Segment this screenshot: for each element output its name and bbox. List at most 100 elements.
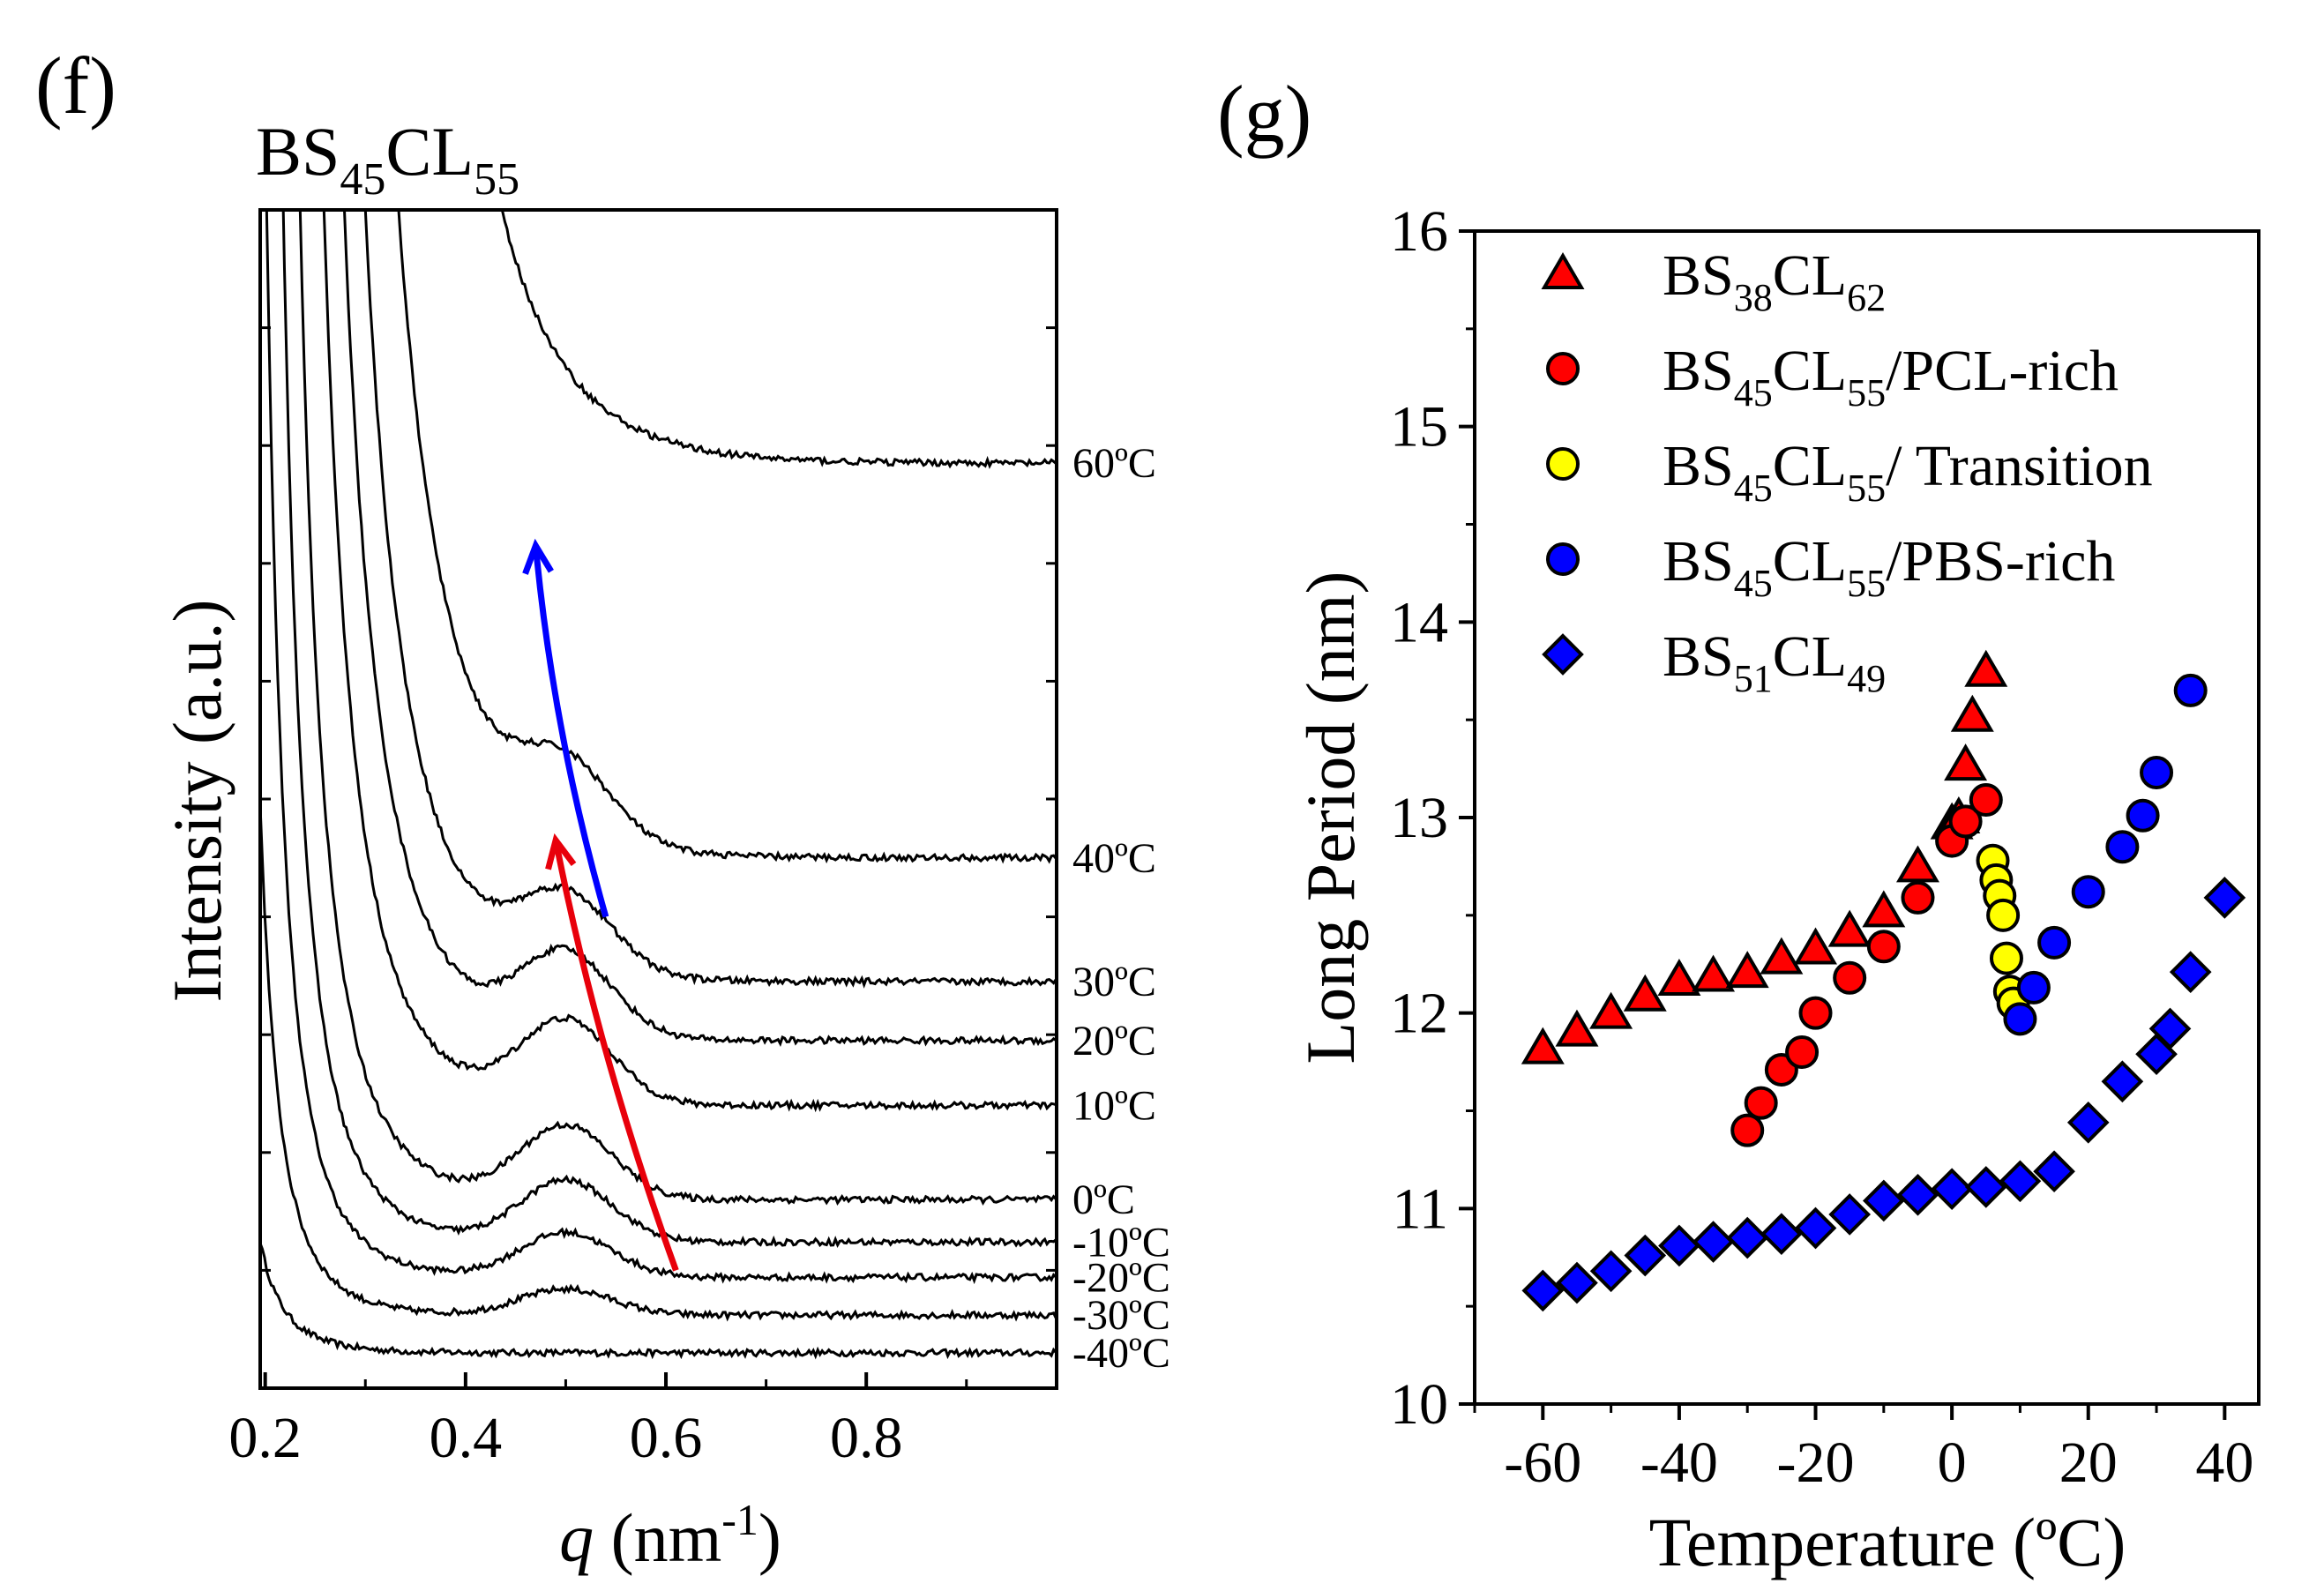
panel-g-point (2126, 798, 2160, 833)
panel-g-point (1521, 1027, 1565, 1064)
panel-f-curve (260, 805, 1057, 1322)
panel-g-point (1794, 1206, 1837, 1250)
panel-g-point (1760, 1213, 1803, 1255)
panel-g-ytick-label: 13 (1390, 786, 1448, 850)
panel-g-point (1944, 743, 1988, 781)
panel-g-xtick-label: -40 (1640, 1430, 1718, 1495)
panel-g-point (1730, 1113, 1765, 1147)
panel-f-title-part-b: CL (385, 113, 474, 190)
panel-f-arrows (522, 538, 679, 1272)
panel-g-point (1969, 783, 2003, 818)
panel-g-point (1555, 1009, 1599, 1047)
panel-f-curve (343, 210, 1057, 1047)
panel-g-ytick-label: 11 (1392, 1176, 1448, 1241)
panel-g-legend: BS38CL62 BS45CL55/PCL-rich BS45CL55/ Trans… (1541, 243, 2153, 700)
panel-g-point (1760, 937, 1804, 975)
panel-g-point (1827, 909, 1872, 947)
panel-g-legend-marker (1541, 252, 1585, 289)
panel-f-curve-label: -20ºC (1072, 1254, 1170, 1301)
panel-f-label: (f) (35, 41, 116, 131)
panel-g-point (1657, 959, 1701, 996)
panel-f-curve-label: -10ºC (1072, 1219, 1170, 1266)
panel-f-arrow-head (545, 833, 577, 870)
panel-g-point (2169, 951, 2212, 993)
panel-f-curve (281, 210, 1057, 1249)
panel-f-curves (260, 210, 1057, 1360)
panel-g-point (1833, 960, 1867, 995)
panel-g-point (2071, 875, 2105, 909)
panel-g-point (2003, 1002, 2037, 1036)
panel-g-legend-marker (1546, 447, 1580, 481)
panel-f-title-sub-a: 45 (340, 154, 385, 205)
panel-g-point (2033, 1150, 2075, 1193)
panel-g-point (1986, 898, 2021, 932)
panel-f-ylabel: Intensity (a.u.) (159, 599, 235, 1002)
panel-g-point (1794, 927, 1838, 965)
panel-f-xlabel-unit-exp: -1 (721, 1495, 758, 1544)
panel-g-xtick-label: -20 (1777, 1430, 1855, 1495)
panel-g-point (1521, 1269, 1565, 1312)
panel-g-point (2148, 1007, 2192, 1050)
panel-g-point (1744, 1086, 1778, 1120)
panel-g-point (1862, 1179, 1905, 1222)
panel-g-point (1589, 991, 1633, 1029)
panel-g-ytick-label: 10 (1390, 1372, 1448, 1437)
panel-f-curve (397, 210, 1057, 864)
panel-f-xlabel-symbol: q (559, 1499, 594, 1576)
panel-g-point (2203, 877, 2246, 919)
panel-g-point (1950, 694, 1994, 732)
panel-g-point (1989, 941, 2023, 975)
panel-g-point (2037, 925, 2072, 960)
panel-g-point (1999, 1160, 2042, 1203)
panel-f-curve-label: 0ºC (1072, 1176, 1135, 1223)
panel-g-legend-label: BS45CL55/PBS-rich (1663, 529, 2115, 605)
panel-g-ytick-label: 12 (1390, 982, 1448, 1046)
panel-g-point (2101, 1060, 2144, 1103)
panel-g-point (1798, 996, 1833, 1030)
panel-g-point (1692, 954, 1736, 992)
panel-f-curve (298, 210, 1057, 1206)
panel-g-point (2140, 756, 2174, 790)
panel-f-title: BS45CL55 (256, 113, 519, 205)
panel-f-curve-label: -40ºC (1072, 1330, 1170, 1377)
panel-g-point (1658, 1224, 1700, 1267)
panel-g-xtick-label: 40 (2195, 1430, 2253, 1495)
panel-f-curve-label: 10ºC (1072, 1082, 1156, 1129)
panel-f-curve (265, 210, 1057, 1285)
panel-g-label: (g) (1217, 69, 1311, 159)
panel-f-curve-label: 60ºC (1072, 440, 1156, 487)
panel-g-xlabel: Temperature (ºC) (1649, 1504, 2126, 1580)
panel-f-curve (363, 210, 1057, 989)
panel-g-point (2016, 970, 2051, 1005)
panel-f-curve-label: 30ºC (1072, 959, 1156, 1005)
panel-g-point (1624, 1234, 1667, 1277)
panel-f-xtick-label: 0.4 (430, 1406, 503, 1470)
panel-g-ytick-label: 15 (1390, 395, 1448, 459)
panel-g-point (1896, 1173, 1939, 1216)
panel-f-xtick-label: 0.8 (830, 1406, 903, 1470)
panel-f-curve (322, 210, 1057, 1113)
panel-f-title-part-a: BS (256, 113, 340, 190)
panel-g-point (2105, 830, 2140, 864)
panel-g-point (1556, 1261, 1598, 1304)
panel-g-ylabel: Long Period (nm) (1292, 571, 1369, 1064)
panel-g-point (1725, 951, 1769, 989)
panel-g-legend-label: BS51CL49 (1663, 624, 1886, 700)
panel-g-xtick-label: 20 (2059, 1430, 2118, 1495)
panel-f-title-sub-b: 55 (474, 154, 519, 205)
panel-f-arrow-shaft (552, 840, 679, 1272)
panel-g-point (1785, 1035, 1820, 1069)
panel-g-ytick-label: 16 (1390, 199, 1448, 264)
panel-g-ytick-label: 14 (1390, 590, 1448, 654)
panel-f-xtick-label: 0.2 (228, 1406, 302, 1470)
panel-g-xtick-label: -60 (1504, 1430, 1581, 1495)
panel-g-point (1964, 649, 2008, 687)
panel-g-point (2173, 673, 2208, 707)
panel-g-point (1862, 890, 1906, 928)
panel-g-xtick-label: 0 (1938, 1430, 1967, 1495)
panel-g-point (1948, 804, 1983, 839)
panel-g-points (1521, 649, 2246, 1312)
panel-g-point (1828, 1193, 1872, 1236)
